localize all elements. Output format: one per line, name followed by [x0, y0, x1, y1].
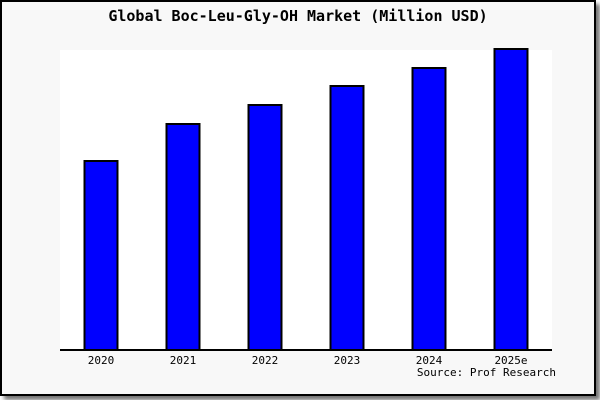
plot-area	[60, 48, 552, 351]
bar-2021	[165, 123, 201, 349]
x-tick-label-2021: 2021	[169, 354, 197, 367]
chart-title: Global Boc-Leu-Gly-OH Market (Million US…	[108, 7, 488, 25]
bar-2025e	[493, 48, 529, 349]
bar-slot-2022	[224, 50, 306, 349]
bar-slot-2021	[142, 50, 224, 349]
bar-2024	[411, 67, 447, 349]
x-tick-label-2025e: 2025e	[494, 354, 528, 367]
x-tick-label-2022: 2022	[251, 354, 279, 367]
bar-slot-2020	[60, 50, 142, 349]
bar-slot-2025e	[470, 48, 552, 349]
x-tick-label-2020: 2020	[87, 354, 115, 367]
bar-2020	[83, 160, 119, 349]
bar-series	[60, 48, 552, 349]
x-tick-label-2024: 2024	[415, 354, 443, 367]
bar-slot-2023	[306, 50, 388, 349]
bar-2023	[329, 85, 365, 349]
source-credit: Source: Prof Research	[416, 366, 556, 379]
x-axis-tick-labels: 2020 2021 2022 2023 2024 2025e	[60, 354, 552, 367]
x-tick-label-2023: 2023	[333, 354, 361, 367]
bar-slot-2024	[388, 50, 470, 349]
bar-2022	[247, 104, 283, 349]
